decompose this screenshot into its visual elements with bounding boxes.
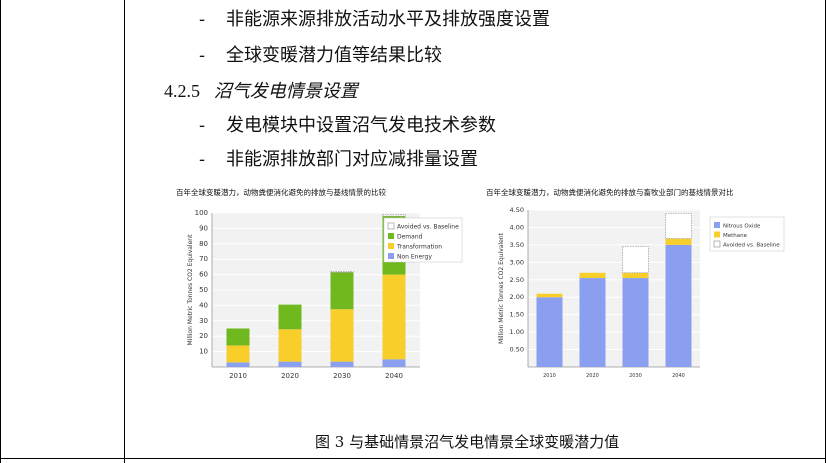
y-tick-label: 90 [199, 224, 208, 232]
table-border-bottom [0, 458, 826, 459]
bar-segment [330, 309, 354, 362]
bar-segment [330, 271, 354, 273]
bar-segment [278, 304, 302, 330]
bar-segment [226, 345, 250, 363]
bar-segment [579, 278, 606, 367]
y-axis-label: Million Metric Tonnes CO2 Equivalent [187, 234, 194, 346]
bullet-text: 非能源来源排放活动水平及排放强度设置 [226, 9, 550, 30]
legend-label: Demand [397, 234, 423, 241]
bar-segment [622, 278, 649, 367]
legend-swatch [387, 222, 395, 230]
legend-label: Transformation [396, 244, 442, 251]
bar-segment [330, 272, 354, 310]
x-tick-label: 2040 [672, 373, 685, 379]
bar-segment [382, 214, 406, 217]
x-tick-label: 2020 [281, 372, 299, 380]
x-tick-label: 2010 [229, 372, 247, 380]
bar-segment [622, 246, 649, 274]
chart2-title: 百年全球变暖潜力，动物粪便消化避免的排放与畜牧业部门的基线情景对比 [486, 188, 734, 197]
y-axis-label: Million Metric Tonnes CO2 Equivalent [498, 232, 505, 344]
y-tick-label: 30 [199, 317, 208, 325]
chart2: 0.50 1.00 1.50 2.00 2.50 3.00 3.50 4.00 4.50 Mill… [498, 206, 785, 379]
y-tick-label: 20 [199, 332, 208, 340]
y-tick-label: 40 [199, 301, 208, 309]
legend-label: Methane [723, 233, 748, 239]
bullet-dash: - [199, 9, 206, 30]
legend-swatch [714, 231, 720, 238]
y-tick-label: 100 [195, 209, 208, 217]
section-title: 沼气发电情景设置 [213, 81, 358, 102]
x-tick-label: 2010 [543, 373, 556, 379]
legend-label: Avoided vs. Baseline [723, 243, 780, 249]
y-tick-label: 1.00 [510, 328, 524, 336]
y-tick-label: 2.00 [510, 293, 524, 301]
y-tick-label: 4.50 [510, 206, 524, 214]
bar-segment [226, 362, 250, 367]
legend-label: Avoided vs. Baseline [397, 224, 459, 231]
y-tick-label: 70 [199, 255, 208, 263]
bar-segment [278, 329, 302, 362]
bar-segment [382, 274, 406, 360]
y-tick-label: 0.50 [510, 346, 524, 354]
bar-segment [536, 297, 563, 367]
bar-segment [536, 293, 563, 298]
bar-segment [330, 361, 354, 367]
x-tick-label: 2040 [385, 372, 403, 380]
bar-segment [665, 244, 692, 367]
section-number: 4.2.5 [164, 81, 200, 101]
y-tick-label: 60 [199, 271, 208, 279]
table-border-left [0, 0, 1, 463]
y-tick-label: 80 [199, 240, 208, 248]
bullet-text: 发电模块中设置沼气发电技术参数 [226, 115, 496, 136]
legend-swatch [388, 233, 394, 239]
legend-swatch [388, 243, 394, 249]
x-tick-label: 2020 [586, 373, 599, 379]
section-heading: 4.2.5 沼气发电情景设置 [164, 80, 358, 103]
bar-segment [278, 361, 302, 367]
chart1-title: 百年全球变暖潜力，动物粪便消化避免的排放与基线情景的比较 [176, 188, 386, 197]
y-tick-label: 1.50 [510, 311, 524, 319]
legend-label: Non Energy [397, 254, 432, 261]
legend-label: Nitrous Oxide [723, 224, 761, 230]
bar-segment [622, 272, 649, 279]
table-divider [124, 0, 125, 463]
figure-caption: 图 3 与基础情景沼气发电情景全球变暖潜力值 [315, 433, 620, 451]
legend-box [709, 216, 785, 252]
bullet-dash: - [199, 115, 206, 136]
y-tick-label: 2.50 [510, 276, 524, 284]
bullet-text: 非能源排放部门对应减排量设置 [226, 149, 478, 170]
y-tick-label: 50 [199, 286, 208, 294]
bullet-dash: - [199, 149, 206, 170]
y-tick-label: 3.50 [510, 241, 524, 249]
bar-segment [665, 238, 692, 245]
legend-swatch [388, 253, 394, 259]
x-tick-label: 2030 [333, 372, 351, 380]
bar-segment [579, 272, 606, 279]
legend-swatch [713, 240, 721, 248]
bullet-dash: - [199, 45, 206, 66]
x-tick-label: 2030 [629, 373, 642, 379]
bar-segment [665, 213, 692, 239]
y-tick-label: 10 [199, 348, 208, 356]
legend-swatch [714, 222, 720, 228]
y-tick-label: 4.00 [510, 223, 524, 231]
y-tick-label: 3.00 [510, 258, 524, 266]
bar-segment [382, 359, 406, 367]
bar-segment [226, 328, 250, 346]
bullet-text: 全球变暖潜力值等结果比较 [226, 45, 442, 66]
legend-box [383, 217, 463, 263]
